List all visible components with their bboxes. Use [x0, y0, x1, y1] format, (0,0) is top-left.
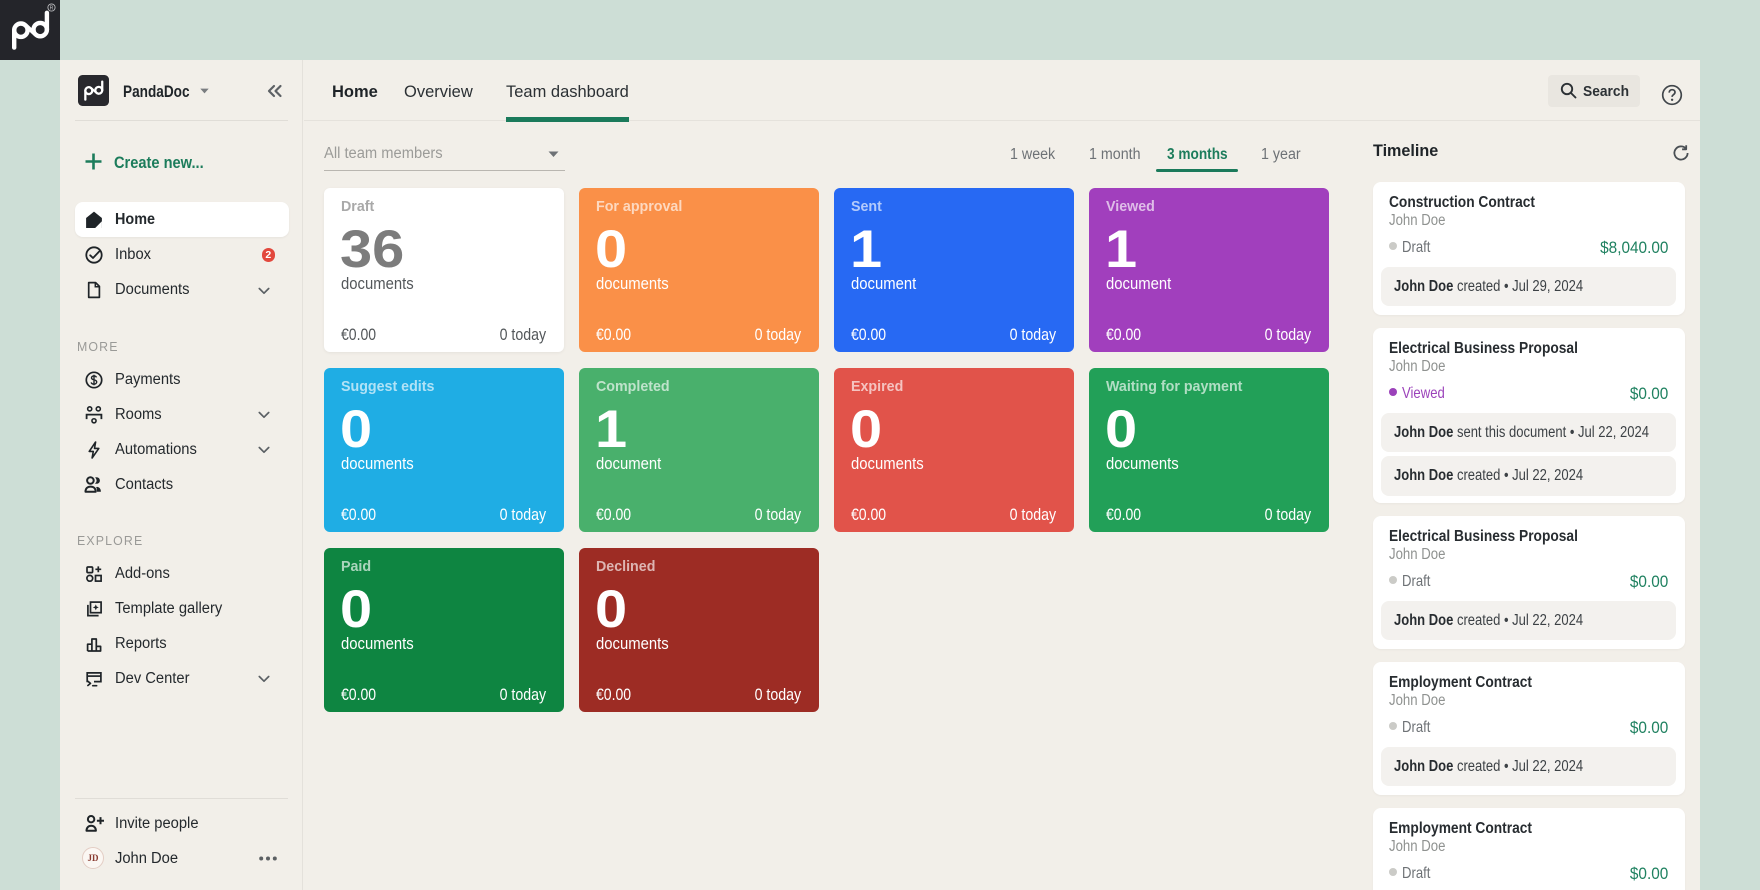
svg-text:R: R [50, 5, 54, 11]
